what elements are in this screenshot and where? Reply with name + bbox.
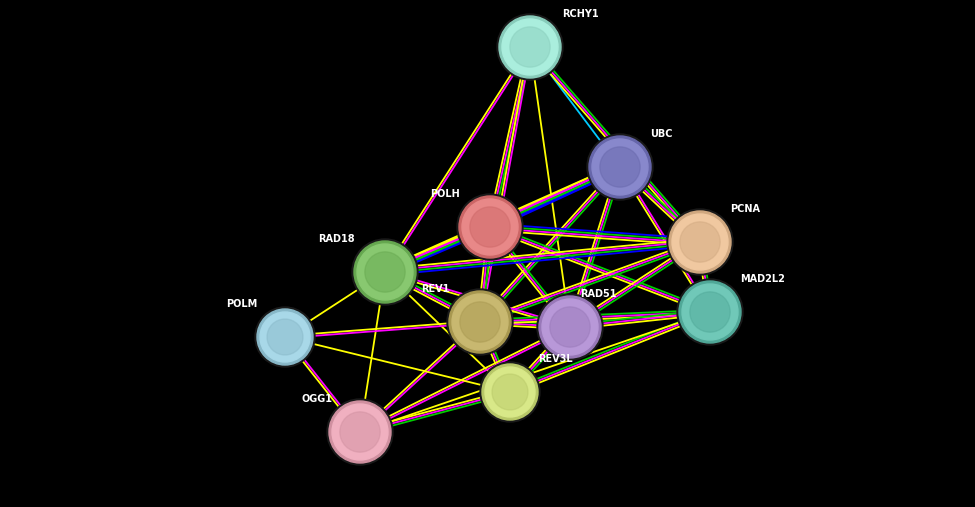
Circle shape [537,294,603,360]
Circle shape [352,239,418,305]
Circle shape [365,252,406,292]
Text: POLH: POLH [430,189,460,199]
Circle shape [679,281,741,343]
Text: RAD51: RAD51 [580,289,616,299]
Text: PCNA: PCNA [730,204,760,214]
Circle shape [682,284,738,340]
Circle shape [680,222,721,262]
Circle shape [550,307,590,347]
Circle shape [354,241,416,303]
Circle shape [502,19,558,75]
Text: POLM: POLM [226,299,257,309]
Text: REV3L: REV3L [538,354,572,364]
Circle shape [449,291,511,353]
Text: MAD2L2: MAD2L2 [740,274,785,284]
Circle shape [460,302,500,342]
Circle shape [329,401,391,463]
Circle shape [600,147,641,187]
Text: REV1: REV1 [421,284,450,294]
Text: RCHY1: RCHY1 [562,9,599,19]
Circle shape [589,136,651,198]
Circle shape [470,207,510,247]
Circle shape [485,367,535,417]
Text: RAD18: RAD18 [319,234,355,244]
Circle shape [459,196,521,258]
Text: OGG1: OGG1 [301,394,332,404]
Circle shape [539,296,601,358]
Circle shape [587,134,653,200]
Circle shape [669,211,731,273]
Circle shape [447,289,513,355]
Circle shape [480,362,540,422]
Circle shape [667,209,733,275]
Circle shape [332,404,388,460]
Circle shape [462,199,518,255]
Circle shape [340,412,380,452]
Circle shape [677,279,743,345]
Circle shape [482,364,538,420]
Circle shape [452,294,508,350]
Circle shape [690,292,730,332]
Circle shape [499,16,561,78]
Circle shape [592,139,648,195]
Circle shape [492,374,528,410]
Circle shape [510,27,550,67]
Circle shape [672,214,728,270]
Circle shape [267,319,303,355]
Circle shape [542,299,598,355]
Circle shape [497,14,563,80]
Circle shape [357,244,413,300]
Circle shape [457,194,523,260]
Circle shape [257,309,313,365]
Circle shape [255,307,315,367]
Circle shape [327,399,393,465]
Circle shape [260,312,310,362]
Text: UBC: UBC [650,129,673,139]
